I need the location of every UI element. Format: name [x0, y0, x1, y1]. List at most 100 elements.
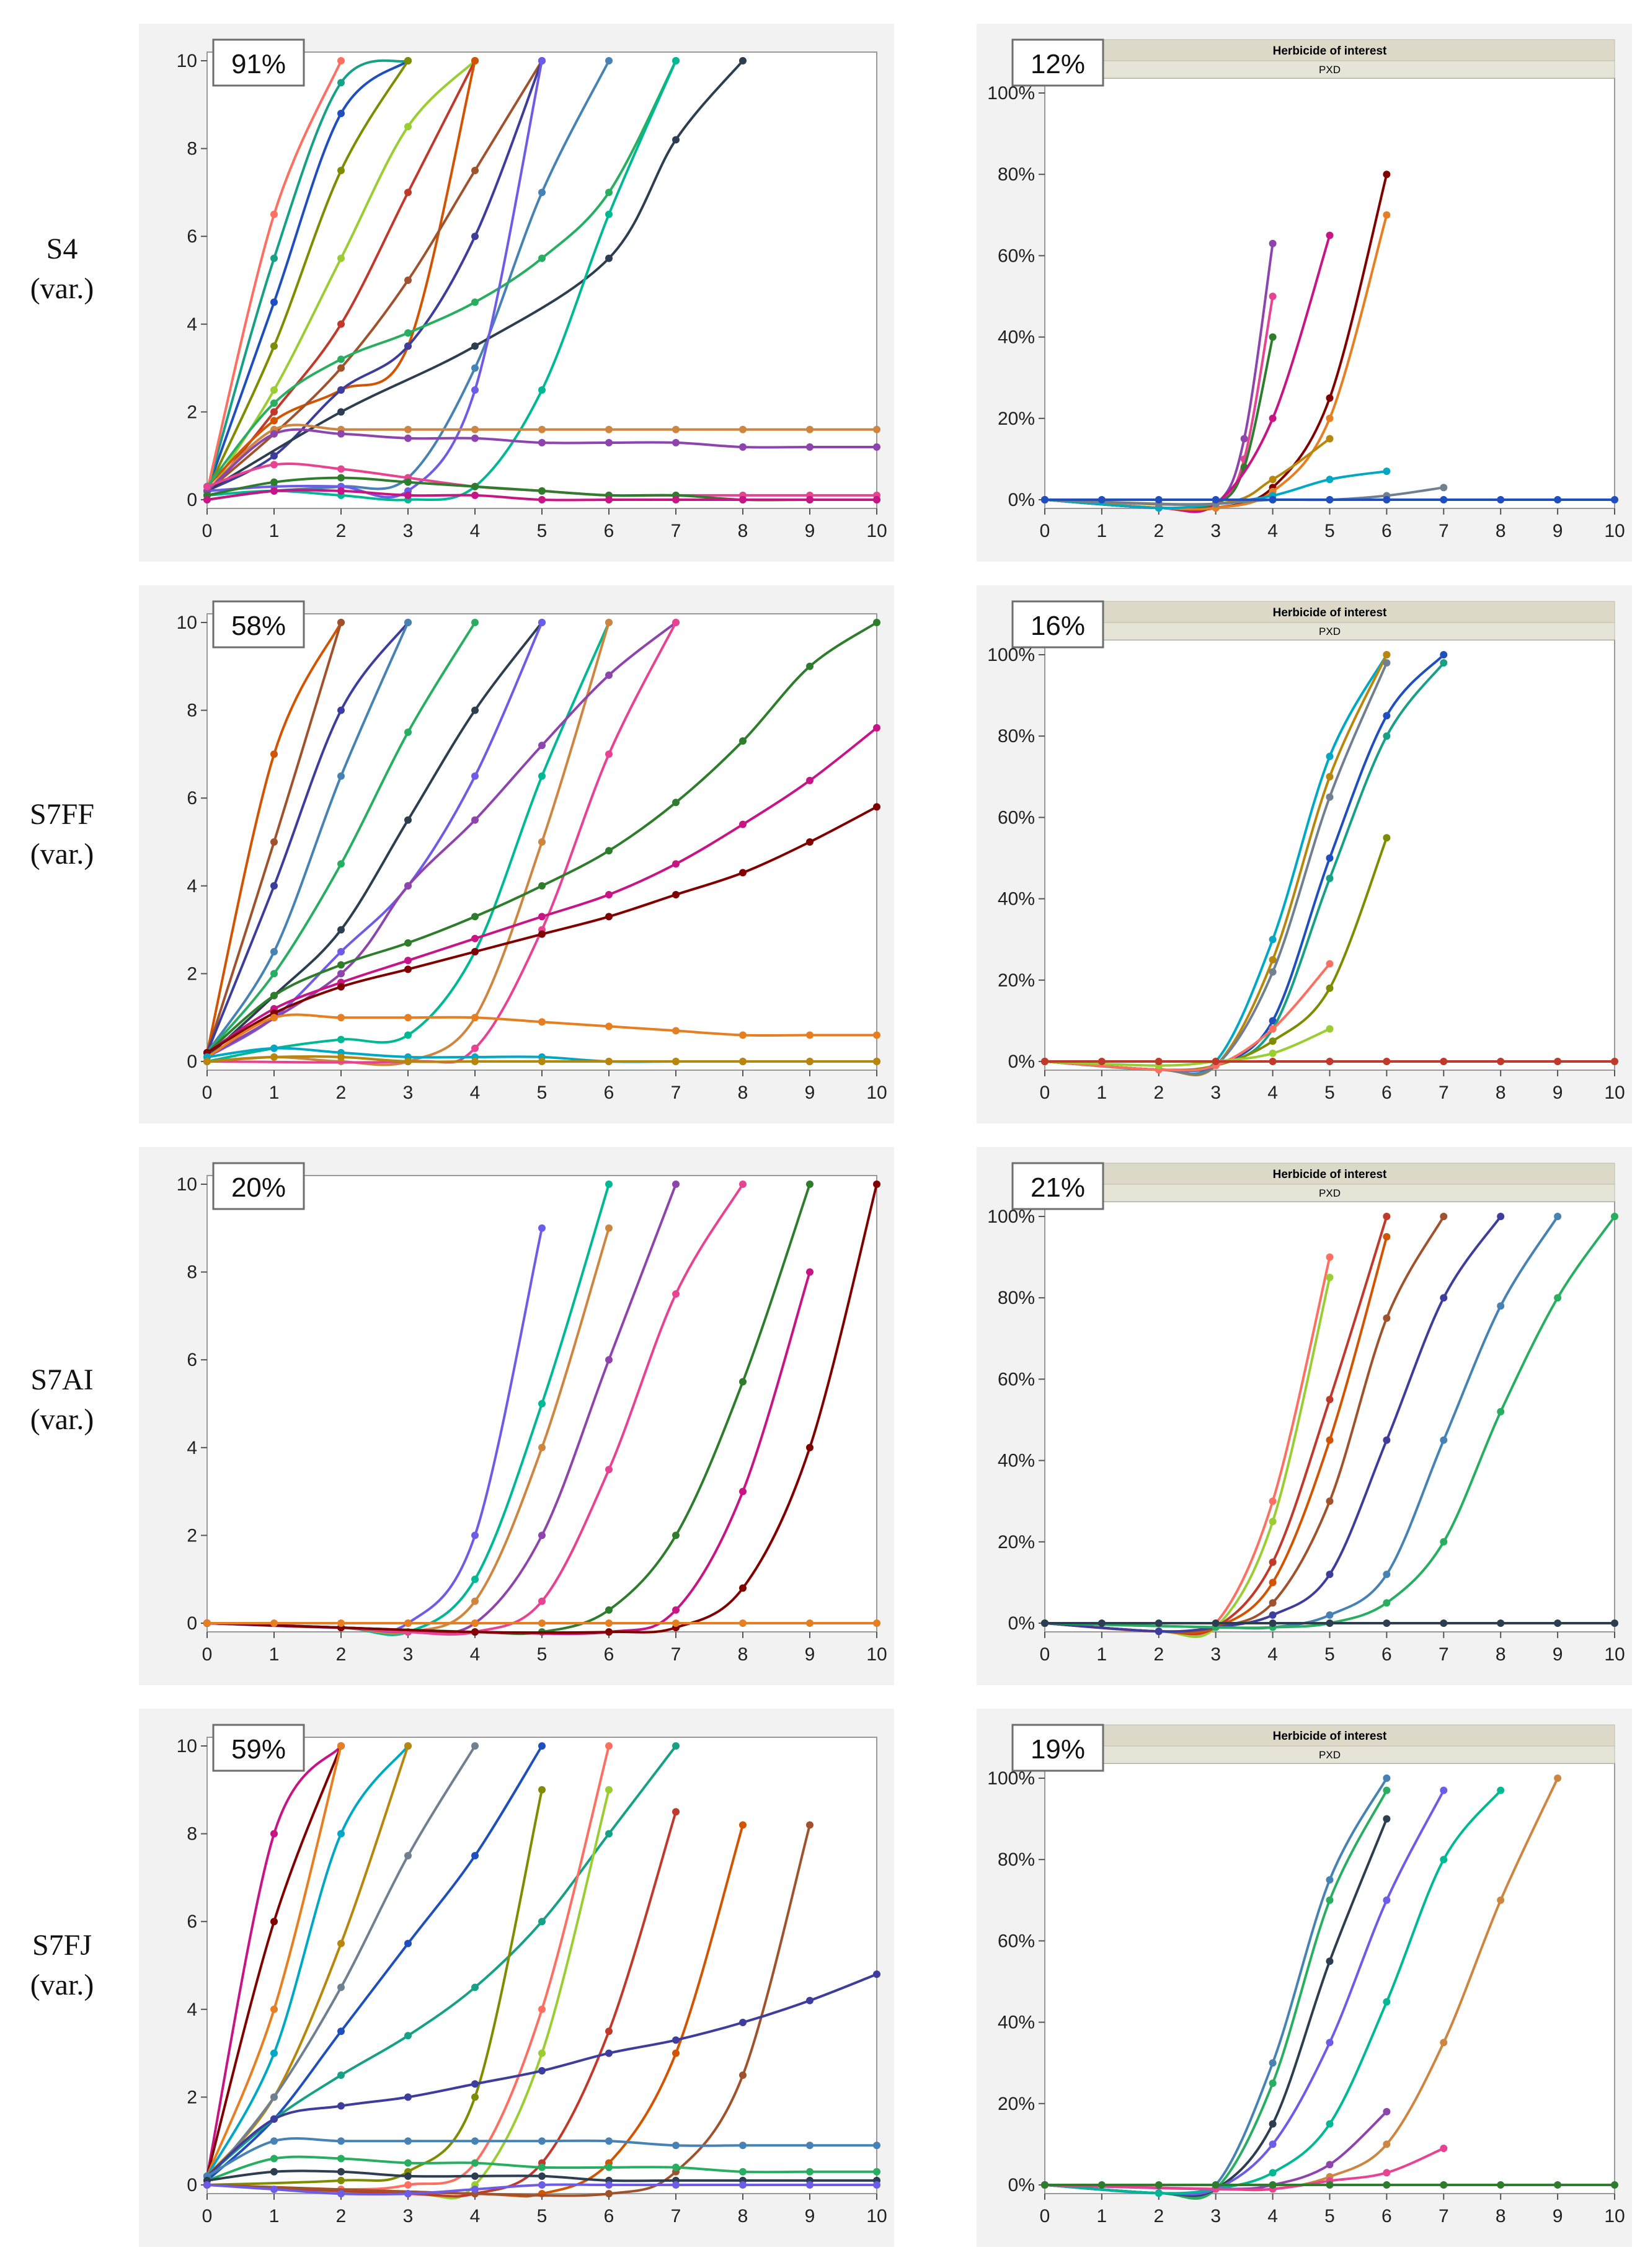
data-point: [337, 79, 345, 87]
data-point: [873, 496, 880, 503]
y-tick-label: 0%: [1008, 1613, 1035, 1634]
x-tick-label: 5: [537, 1644, 548, 1665]
data-point: [1326, 394, 1334, 402]
data-point: [471, 1044, 479, 1052]
data-point: [672, 1606, 680, 1614]
x-tick-label: 10: [866, 1644, 887, 1665]
strip-subtitle: PXD: [1319, 1749, 1341, 1761]
percent-badge: [1011, 1724, 1104, 1772]
data-point: [538, 2049, 546, 2057]
data-point: [1497, 2181, 1505, 2189]
data-point: [1497, 1058, 1505, 1065]
data-point: [672, 2163, 680, 2171]
series-line: [206, 1745, 342, 2177]
data-point: [605, 188, 613, 197]
y-tick-label: 40%: [998, 1451, 1035, 1471]
percent-badge: [212, 1162, 305, 1210]
data-point: [605, 2181, 613, 2189]
data-point: [1611, 1213, 1618, 1220]
x-tick-label: 3: [1210, 1083, 1221, 1103]
data-point: [605, 847, 613, 855]
y-tick-label: 40%: [998, 327, 1035, 348]
y-tick-label: 0: [187, 490, 197, 510]
row-name: S7FF: [29, 798, 95, 831]
row-sub: (var.): [30, 1969, 94, 2001]
data-point: [1383, 467, 1391, 476]
data-point: [404, 478, 412, 486]
chart-svg: Herbicide of interestPXD19%0%20%40%60%80…: [987, 1724, 1625, 2226]
data-point: [1326, 2120, 1334, 2128]
data-point: [337, 619, 345, 626]
x-tick-label: 1: [1097, 1083, 1107, 1103]
data-point: [605, 1466, 613, 1474]
data-point: [806, 776, 814, 784]
x-tick-label: 5: [537, 2206, 548, 2226]
data-point: [806, 1268, 814, 1276]
x-tick-label: 8: [1496, 1083, 1506, 1103]
chart-s7ff-score: 58% 0 2 4 6 8 10 0 1 2 3 4 5 6 7 8 9 10: [139, 585, 894, 1123]
x-tick-label: 5: [1324, 1644, 1335, 1665]
y-tick-label: 80%: [998, 726, 1035, 746]
x-tick-label: 4: [470, 1644, 481, 1665]
data-point: [538, 254, 546, 262]
x-tick-label: 2: [336, 521, 347, 541]
x-tick-label: 3: [403, 521, 414, 541]
data-point: [337, 1619, 345, 1627]
data-point: [1383, 712, 1391, 720]
percent-badge: [212, 1724, 305, 1772]
data-point: [739, 425, 747, 433]
data-point: [1326, 1497, 1334, 1505]
strip-title: Herbicide of interest: [1273, 1168, 1387, 1181]
data-point: [404, 939, 412, 947]
data-point: [1440, 1619, 1448, 1627]
data-point: [404, 57, 412, 64]
series-line: [206, 1745, 409, 2177]
percent-label: 16%: [1031, 611, 1085, 641]
data-point: [471, 434, 479, 442]
data-point: [337, 2168, 345, 2176]
data-point: [1497, 1786, 1505, 1794]
data-point: [404, 329, 412, 337]
data-point: [404, 434, 412, 442]
data-point: [471, 1983, 479, 1991]
data-point: [1269, 1037, 1277, 1045]
data-point: [538, 2181, 546, 2189]
data-point: [471, 2093, 479, 2101]
data-point: [404, 1939, 412, 1947]
y-tick-label: 8: [187, 139, 197, 159]
data-point: [1269, 414, 1277, 422]
data-point: [605, 1619, 613, 1627]
data-point: [1041, 1619, 1049, 1627]
data-point: [404, 1031, 412, 1039]
x-tick-label: 2: [336, 2206, 347, 2226]
data-point: [337, 1983, 345, 1991]
data-point: [538, 2172, 546, 2180]
data-point: [538, 1531, 546, 1539]
data-point: [605, 425, 613, 433]
x-tick-label: 6: [1381, 521, 1392, 541]
data-point: [1269, 496, 1277, 503]
data-point: [739, 1181, 747, 1188]
data-point: [471, 1597, 479, 1605]
data-point: [404, 619, 412, 626]
data-point: [672, 1181, 680, 1188]
data-point: [270, 2005, 278, 2013]
data-point: [270, 487, 278, 495]
data-point: [672, 1027, 680, 1035]
data-point: [270, 1014, 278, 1022]
data-point: [1497, 1619, 1505, 1627]
data-point: [739, 1584, 747, 1592]
data-point: [270, 430, 278, 438]
data-point: [337, 860, 345, 868]
data-point: [471, 425, 479, 433]
row-sub: (var.): [30, 272, 94, 305]
data-point: [337, 254, 345, 262]
series-line: [206, 59, 409, 492]
data-point: [404, 1058, 412, 1065]
data-point: [806, 1619, 814, 1627]
series-line: [206, 60, 342, 492]
y-tick-label: 10: [177, 1736, 197, 1756]
data-point: [1326, 1611, 1334, 1619]
data-point: [404, 729, 412, 736]
data-point: [1440, 651, 1448, 658]
